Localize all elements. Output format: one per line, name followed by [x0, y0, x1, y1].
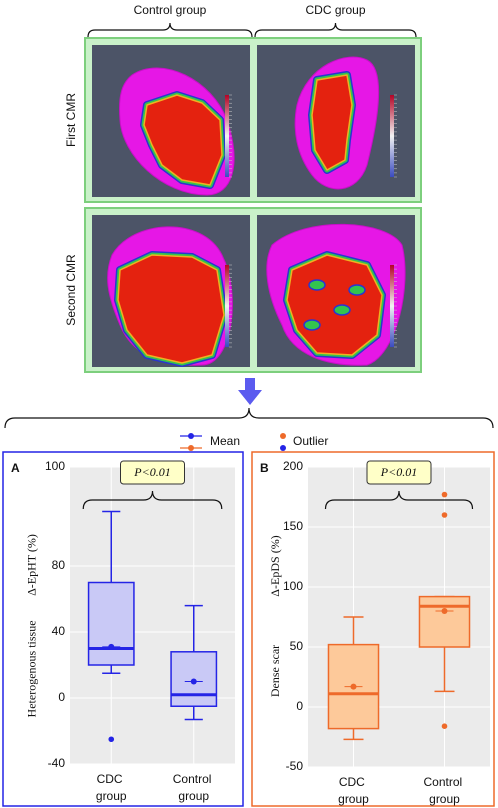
y-tick-label: 0 — [58, 690, 65, 704]
x-tick-label: CDC group — [96, 772, 127, 803]
outlier — [441, 723, 448, 729]
heterogenous-patch — [348, 284, 366, 296]
x-tick-label: Control group — [423, 775, 465, 806]
annotation-box — [366, 460, 432, 485]
cmr-image — [92, 215, 250, 367]
arrow-head — [238, 390, 262, 405]
y-tick-label: 0 — [296, 699, 303, 713]
heterogenous-patch — [308, 279, 326, 291]
y-tick-label: -40 — [48, 756, 66, 770]
legend-label: Mean — [210, 434, 240, 448]
cmr-image — [257, 215, 415, 367]
legend-mean-dot — [188, 433, 194, 439]
box — [87, 581, 135, 666]
legend-outlier-dot — [280, 445, 286, 451]
brace — [324, 490, 474, 510]
cmr-image — [92, 45, 250, 197]
legend-mean-dot — [188, 445, 194, 451]
color-bar — [225, 95, 229, 177]
y-axis-label: Δ-EpDS (%) — [268, 535, 282, 596]
y-tick-label: -50 — [286, 759, 304, 773]
outlier — [108, 736, 115, 743]
panel-label: B — [260, 461, 269, 475]
annotation: P<0.01 — [380, 465, 417, 479]
brace — [82, 490, 223, 510]
outlier — [441, 512, 448, 518]
y-tick-label: 40 — [52, 624, 66, 638]
column-header: Control group — [134, 3, 207, 17]
box — [418, 595, 471, 648]
mean — [441, 608, 448, 614]
cmr-image — [257, 45, 415, 197]
color-bar — [390, 265, 394, 347]
y-tick-label: 100 — [45, 459, 65, 473]
x-tick-label: CDC group — [338, 775, 369, 806]
y-axis-label: Heterogenous tissue — [25, 620, 39, 717]
mean — [108, 643, 115, 650]
brace — [87, 22, 253, 38]
y-tick-label: 50 — [290, 639, 304, 653]
y-tick-label: 100 — [283, 579, 303, 593]
y-axis-label: Dense scar — [268, 645, 282, 697]
brace — [254, 22, 417, 38]
row-header: Second CMR — [64, 254, 78, 326]
legend-outlier-dot — [280, 433, 286, 439]
panel-label: A — [11, 461, 20, 475]
brace — [4, 407, 494, 429]
x-tick-label: Control group — [173, 772, 215, 803]
legend-label: Outlier — [293, 434, 328, 448]
row-header: First CMR — [64, 93, 78, 147]
mean — [350, 683, 357, 690]
y-tick-label: 150 — [283, 519, 303, 533]
color-bar — [390, 95, 394, 177]
column-header: CDC group — [305, 3, 365, 17]
heterogenous-patch — [303, 319, 321, 331]
scar-core — [117, 254, 225, 364]
mean — [190, 678, 197, 685]
scar-core — [143, 94, 223, 186]
annotation: P<0.01 — [133, 465, 170, 479]
y-axis-label: Δ-EpHT (%) — [25, 534, 39, 596]
outlier — [441, 491, 448, 498]
y-tick-label: 200 — [283, 459, 303, 473]
y-tick-label: 80 — [52, 558, 66, 572]
scar-core — [311, 74, 353, 171]
color-bar — [225, 265, 229, 347]
heterogenous-patch — [333, 304, 351, 316]
arrow-shaft — [245, 378, 255, 390]
annotation-box — [120, 460, 185, 485]
